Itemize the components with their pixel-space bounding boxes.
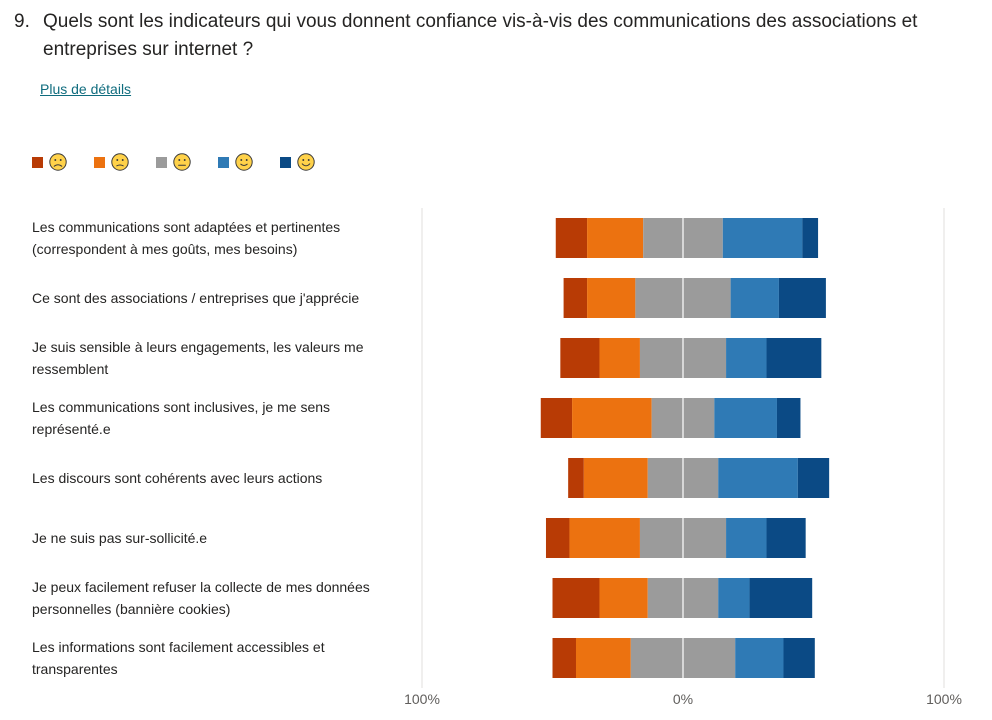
row-label: Je suis sensible à leurs engagements, le… xyxy=(32,339,364,377)
bar-row xyxy=(563,278,826,318)
legend-item-positive xyxy=(218,153,253,171)
question-heading: 9. Quels sont les indicateurs qui vous d… xyxy=(14,8,974,64)
slightly-frowning-face-icon xyxy=(111,153,129,171)
bar-segment-very-positive xyxy=(783,638,815,678)
question-text: Quels sont les indicateurs qui vous donn… xyxy=(43,11,918,60)
row-label: Je ne suis pas sur-sollicité.e xyxy=(32,530,208,546)
bar-segment-negative xyxy=(599,578,648,618)
bar-segment-positive xyxy=(718,458,798,498)
bar-segment-very-positive xyxy=(797,458,830,498)
bar-segment-positive xyxy=(722,218,803,258)
row-label: Les communications sont adaptées et pert… xyxy=(32,219,341,257)
frowning-face-icon xyxy=(49,153,67,171)
bar-row xyxy=(552,638,815,678)
legend-swatch xyxy=(218,156,229,168)
bar-segment-positive xyxy=(726,338,767,378)
bar-row xyxy=(540,398,801,438)
bar-segment-very-positive xyxy=(776,398,801,438)
bar-segment-very-negative xyxy=(555,218,588,258)
row-label: Les discours sont cohérents avec leurs a… xyxy=(32,470,323,486)
bar-segment-very-positive xyxy=(749,578,813,618)
bar-segment-positive xyxy=(735,638,784,678)
bar-segment-very-negative xyxy=(568,458,584,498)
bar-segment-negative xyxy=(599,338,640,378)
legend-item-very-positive xyxy=(280,153,315,171)
bar-segment-negative xyxy=(569,518,640,558)
x-tick-label: 100% xyxy=(404,691,440,707)
legend-swatch xyxy=(156,156,167,168)
bar-segment-very-negative xyxy=(560,338,600,378)
bar-segment-very-negative xyxy=(552,638,576,678)
row-label: Ce sont des associations / entreprises q… xyxy=(32,290,360,306)
bar-segment-very-positive xyxy=(802,218,819,258)
bar-row xyxy=(555,218,819,258)
bar-segment-negative xyxy=(583,458,648,498)
x-tick-label: 100% xyxy=(926,691,962,707)
row-label: Les informations sont facilement accessi… xyxy=(32,639,325,677)
bar-segment-very-positive xyxy=(766,338,822,378)
bar-segment-negative xyxy=(575,638,631,678)
smiling-face-icon xyxy=(297,153,315,171)
bar-row xyxy=(545,518,806,558)
bar-segment-very-negative xyxy=(563,278,588,318)
bar-segment-positive xyxy=(718,578,750,618)
bar-segment-very-positive xyxy=(766,518,806,558)
bar-segment-very-negative xyxy=(552,578,600,618)
bar-segment-very-negative xyxy=(540,398,573,438)
bar-segment-negative xyxy=(587,278,636,318)
legend-swatch xyxy=(280,156,291,168)
legend-swatch xyxy=(94,156,105,168)
legend-item-very-negative xyxy=(32,153,67,171)
legend-item-neutral xyxy=(156,153,191,171)
bar-row xyxy=(552,578,813,618)
bar-segment-negative xyxy=(587,218,644,258)
bar-segment-positive xyxy=(714,398,777,438)
bar-segment-negative xyxy=(572,398,652,438)
bar-segment-very-negative xyxy=(545,518,570,558)
bar-segment-very-positive xyxy=(778,278,826,318)
slightly-smiling-face-icon xyxy=(235,153,253,171)
neutral-face-icon xyxy=(173,153,191,171)
more-details-link[interactable]: Plus de détails xyxy=(40,81,132,97)
question-number: 9. xyxy=(14,11,30,32)
row-label: Les communications sont inclusives, je m… xyxy=(32,399,331,437)
bar-segment-positive xyxy=(730,278,779,318)
legend-swatch xyxy=(32,156,43,168)
legend-item-negative xyxy=(94,153,129,171)
x-tick-label: 0% xyxy=(673,691,693,707)
bar-row xyxy=(560,338,822,378)
bar-row xyxy=(568,458,830,498)
row-label: Je peux facilement refuser la collecte d… xyxy=(32,579,370,617)
bar-segment-positive xyxy=(726,518,767,558)
chart-legend xyxy=(32,153,342,171)
